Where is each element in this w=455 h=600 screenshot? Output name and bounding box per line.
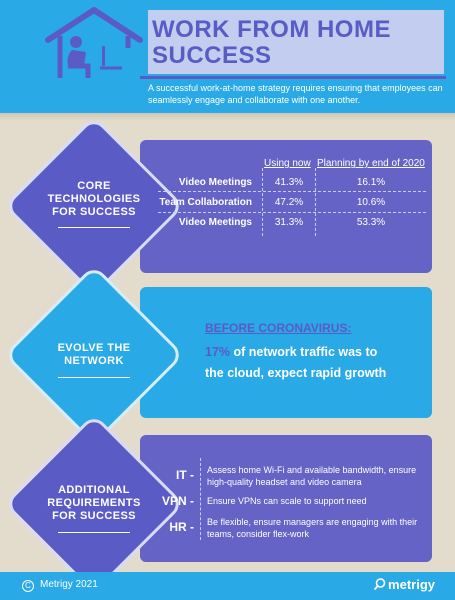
house-worker-icon — [45, 7, 143, 78]
table-cell-plan: 16.1% — [356, 177, 386, 188]
copyright-icon: C — [22, 580, 34, 592]
table-row-label: Video Meetings — [178, 217, 252, 228]
page-title: WORK FROM HOME SUCCESS — [148, 10, 444, 74]
core-tech-underline — [58, 227, 130, 228]
additional-underline — [58, 532, 130, 533]
req-key-hr: HR - — [169, 520, 194, 534]
title-line1: WORK FROM HOME — [152, 16, 391, 43]
additional-panel — [140, 435, 432, 562]
core-tech-label-line2: TECHNOLOGIES — [47, 193, 141, 205]
header-rule — [140, 76, 446, 79]
stat-percent: 17% — [205, 345, 231, 359]
table-cell-plan: 53.3% — [356, 217, 386, 228]
stat-text-2: the cloud, expect rapid growth — [205, 366, 387, 380]
evolve-label: EVOLVE THE NETWORK — [18, 342, 170, 368]
before-coronavirus-heading: BEFORE CORONAVIRUS: — [205, 321, 352, 335]
title-line2: SUCCESS — [152, 42, 272, 69]
stat-text-1: of network traffic was to — [230, 345, 378, 359]
req-text-vpn: Ensure VPNs can scale to support need — [207, 496, 367, 506]
copyright-text: Metrigy 2021 — [40, 579, 98, 590]
core-tech-label-line3: FOR SUCCESS — [52, 206, 136, 218]
table-row-label: Team Collaboration — [159, 197, 252, 208]
table-cell-now: 31.3% — [274, 217, 304, 228]
evolve-label-line1: EVOLVE THE — [57, 342, 131, 354]
additional-label: ADDITIONAL REQUIREMENTS FOR SUCCESS — [18, 484, 170, 523]
table-divider — [262, 168, 263, 236]
core-tech-label-line1: CORE — [77, 180, 111, 192]
footer: C Metrigy 2021 metrigy — [0, 572, 455, 600]
additional-label-line2: REQUIREMENTS — [47, 497, 141, 509]
col-header-planning: Planning by end of 2020 — [317, 158, 425, 169]
evolve-panel — [140, 287, 432, 418]
header-banner: WORK FROM HOME SUCCESS A successful work… — [0, 0, 455, 113]
header-shadow — [0, 113, 455, 121]
table-row-divider — [158, 212, 426, 213]
req-key-it: IT - — [176, 468, 194, 482]
table-row-label: Video Meetings — [178, 177, 252, 188]
table-row-divider — [158, 191, 426, 192]
req-text-it: Assess home Wi-Fi and available bandwidt… — [207, 465, 417, 487]
table-divider — [315, 168, 316, 236]
req-key-vpn: VPN - — [161, 494, 194, 508]
evolve-underline — [58, 377, 130, 378]
table-cell-plan: 10.6% — [356, 197, 386, 208]
copyright: C Metrigy 2021 — [22, 579, 98, 592]
table-cell-now: 47.2% — [274, 197, 304, 208]
additional-label-line1: ADDITIONAL — [58, 484, 130, 496]
requirements-divider — [200, 458, 201, 540]
additional-label-line3: FOR SUCCESS — [52, 510, 136, 522]
brand-logo: metrigy — [374, 577, 435, 592]
network-traffic-stat: 17% of network traffic was to the cloud,… — [205, 342, 425, 384]
table-cell-now: 41.3% — [274, 177, 304, 188]
core-tech-panel — [140, 140, 432, 273]
req-text-hr: Be flexible, ensure managers are engagin… — [207, 517, 418, 539]
brand-name: metrigy — [388, 577, 435, 592]
col-header-using-now: Using now — [264, 158, 311, 169]
core-tech-label: CORE TECHNOLOGIES FOR SUCCESS — [18, 180, 170, 219]
evolve-label-line2: NETWORK — [64, 355, 124, 367]
magnifier-icon — [374, 578, 386, 590]
header-subtitle: A successful work-at-home strategy requi… — [148, 83, 443, 105]
